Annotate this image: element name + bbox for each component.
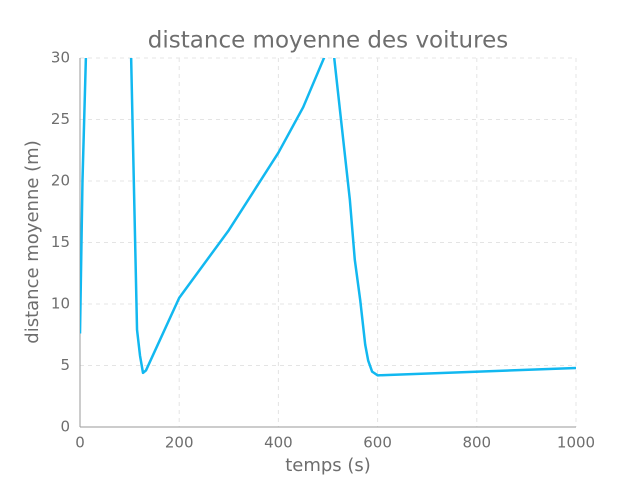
data-line [80, 58, 576, 377]
y-tick-label: 20 [51, 172, 70, 190]
x-tick-label: 600 [363, 434, 392, 452]
y-tick-label: 25 [51, 110, 70, 128]
x-tick-label: 400 [264, 434, 293, 452]
y-tick-label: 10 [51, 295, 70, 313]
x-tick-label: 1000 [557, 434, 595, 452]
x-tick-label: 200 [165, 434, 194, 452]
y-tick-label: 0 [60, 418, 70, 436]
plot-area [80, 58, 576, 377]
y-axis-label: distance moyenne (m) [22, 140, 43, 343]
y-tick-label: 30 [51, 49, 70, 67]
x-tick-label: 0 [75, 434, 85, 452]
y-tick-label: 15 [51, 233, 70, 251]
chart-title: distance moyenne des voitures [148, 28, 508, 54]
y-tick-label: 5 [60, 356, 70, 374]
x-tick-label: 800 [462, 434, 491, 452]
x-axis-label: temps (s) [285, 455, 371, 476]
